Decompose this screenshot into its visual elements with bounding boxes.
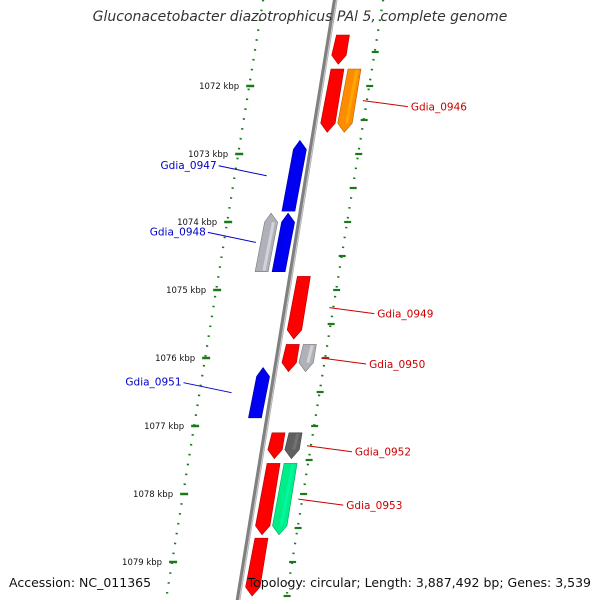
- gene-feature: [331, 34, 350, 65]
- kbp-tick-label: 1078 kbp: [133, 490, 173, 500]
- gene-gdia_0952: [284, 432, 303, 460]
- gene-feature: [255, 463, 281, 536]
- gene-gdia_0947: [281, 139, 307, 212]
- label-gdia_0946: Gdia_0946: [362, 100, 467, 114]
- gene-gdia_0948: [271, 212, 295, 272]
- svg-text:Gdia_0946: Gdia_0946: [411, 102, 467, 114]
- gene-feature: [320, 68, 345, 133]
- svg-text:Gdia_0953: Gdia_0953: [346, 500, 402, 512]
- genome-backbone-highlight: [238, 0, 338, 604]
- gene-feature: [254, 212, 278, 272]
- svg-text:Gdia_0948: Gdia_0948: [150, 226, 206, 238]
- label-gdia_0952: Gdia_0952: [306, 445, 411, 459]
- kbp-tick-label: 1077 kbp: [144, 422, 184, 432]
- gene-feature: [267, 432, 286, 460]
- svg-text:Gdia_0949: Gdia_0949: [377, 309, 433, 321]
- right-dotted-ring: [284, 0, 385, 604]
- label-gdia_0948: Gdia_0948: [150, 226, 256, 243]
- kbp-tick-label: 1073 kbp: [188, 150, 228, 160]
- svg-text:Gdia_0947: Gdia_0947: [161, 160, 217, 172]
- accession-label: Accession: NC_011365: [9, 575, 152, 590]
- map-title: Gluconacetobacter diazotrophicus PAl 5, …: [92, 9, 508, 25]
- genome-backbone: [235, 0, 338, 604]
- svg-text:Gdia_0951: Gdia_0951: [125, 377, 181, 389]
- kbp-tick-label: 1074 kbp: [177, 218, 217, 228]
- svg-text:Gdia_0950: Gdia_0950: [369, 359, 425, 371]
- gene-gdia_0949: [286, 276, 311, 340]
- gene-gdia_0953: [272, 463, 298, 536]
- gene-feature: [281, 344, 300, 373]
- gene-gdia_0950: [298, 344, 317, 373]
- gene-feature: [245, 537, 269, 597]
- label-gdia_0949: Gdia_0949: [329, 307, 433, 321]
- kbp-tick-label: 1072 kbp: [199, 82, 239, 92]
- kbp-tick-label: 1075 kbp: [166, 286, 206, 296]
- topology-label: Topology: circular; Length: 3,887,492 bp…: [247, 575, 591, 590]
- kbp-tick-label: 1076 kbp: [155, 354, 195, 364]
- svg-text:Gdia_0952: Gdia_0952: [355, 447, 411, 459]
- label-gdia_0953: Gdia_0953: [298, 498, 402, 512]
- label-gdia_0951: Gdia_0951: [125, 377, 232, 394]
- gene-gdia_0951: [248, 367, 270, 419]
- label-gdia_0950: Gdia_0950: [321, 357, 425, 371]
- kbp-tick-label: 1079 kbp: [122, 558, 162, 568]
- gene-gdia_0946: [337, 68, 362, 133]
- left-dotted-ring: [164, 0, 265, 604]
- label-gdia_0947: Gdia_0947: [161, 160, 267, 177]
